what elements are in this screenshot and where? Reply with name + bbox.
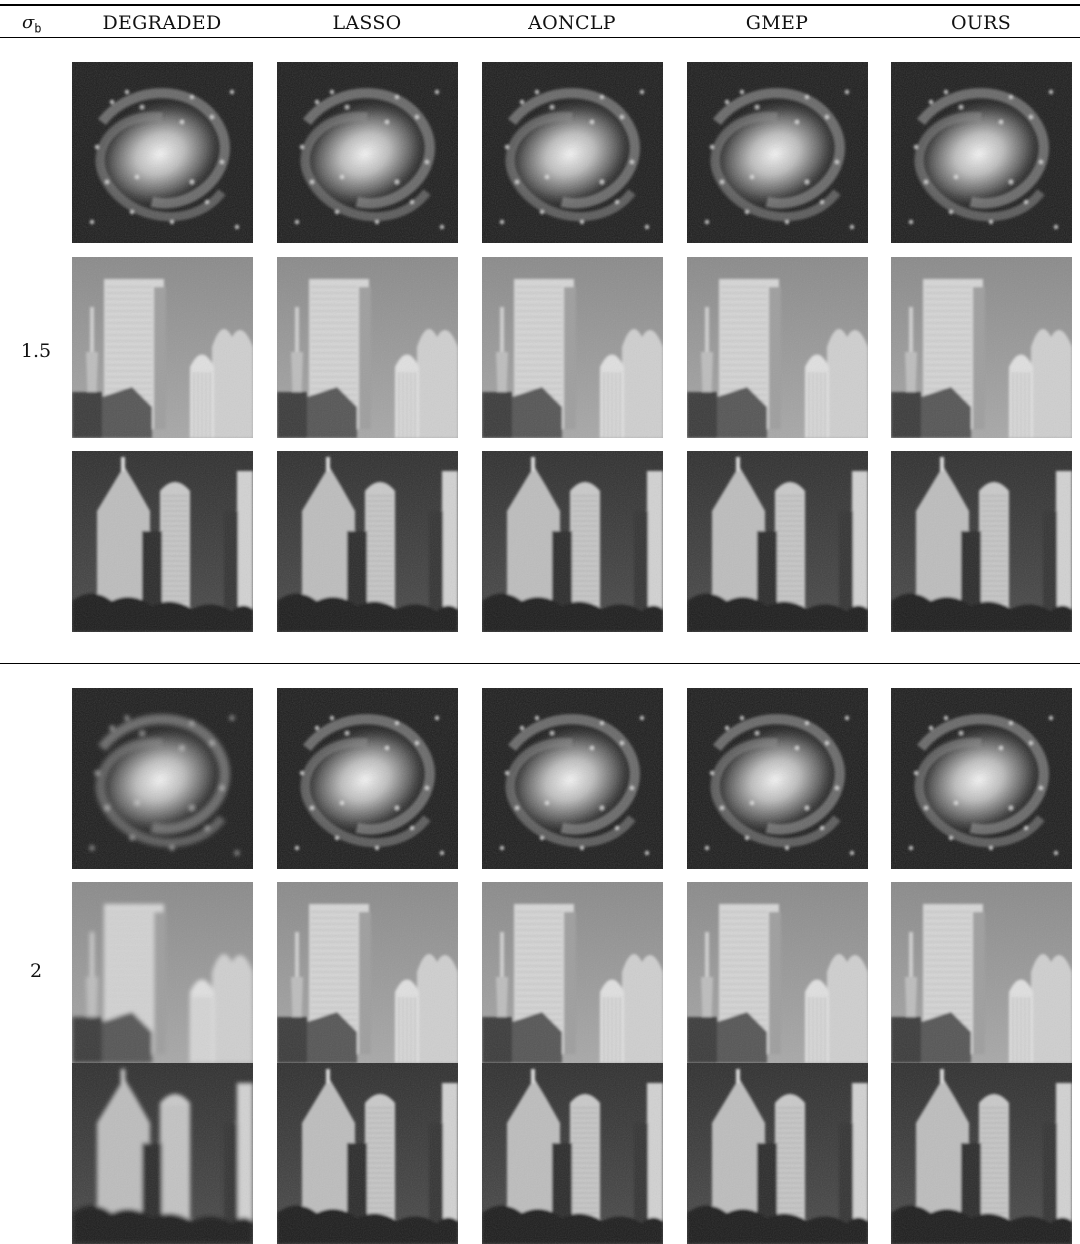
image-buildings-2-lasso-sigma-2 (277, 1063, 458, 1244)
image-buildings-2-degraded-sigma-2 (72, 1063, 253, 1244)
image-galaxy-gmep-sigma-2 (687, 688, 868, 869)
image-galaxy-gmep-sigma-1_5 (687, 62, 868, 243)
image-buildings-2-gmep-sigma-2 (687, 1063, 868, 1244)
group-divider-rule (0, 663, 1080, 664)
image-buildings-1-aonclp-sigma-1_5 (482, 257, 663, 438)
image-buildings-1-lasso-sigma-1_5 (277, 257, 458, 438)
col-header-degraded: DEGRADED (102, 12, 222, 34)
image-buildings-1-gmep-sigma-2 (687, 882, 868, 1063)
image-buildings-1-degraded-sigma-2 (72, 882, 253, 1063)
image-galaxy-aonclp-sigma-1_5 (482, 62, 663, 243)
image-galaxy-degraded-sigma-1_5 (72, 62, 253, 243)
col-header-lasso: LASSO (332, 12, 402, 34)
image-buildings-1-ours-sigma-2 (891, 882, 1072, 1063)
image-buildings-1-aonclp-sigma-2 (482, 882, 663, 1063)
image-galaxy-ours-sigma-1_5 (891, 62, 1072, 243)
image-galaxy-ours-sigma-2 (891, 688, 1072, 869)
col-header-gmep: GMEP (745, 12, 809, 34)
image-galaxy-lasso-sigma-1_5 (277, 62, 458, 243)
image-buildings-1-gmep-sigma-1_5 (687, 257, 868, 438)
sigma-b-header: σb (22, 12, 42, 36)
top-rule (0, 4, 1080, 6)
sigma-value-group-2: 2 (29, 960, 43, 982)
col-header-aonclp: AONCLP (528, 12, 616, 34)
image-galaxy-degraded-sigma-2 (72, 688, 253, 869)
image-buildings-2-lasso-sigma-1_5 (277, 451, 458, 632)
image-buildings-1-lasso-sigma-2 (277, 882, 458, 1063)
col-header-ours: OURS (950, 12, 1012, 34)
header-rule (0, 37, 1080, 38)
image-buildings-2-aonclp-sigma-1_5 (482, 451, 663, 632)
image-buildings-1-ours-sigma-1_5 (891, 257, 1072, 438)
sigma-value-group-1: 1.5 (20, 340, 52, 362)
image-buildings-2-gmep-sigma-1_5 (687, 451, 868, 632)
image-buildings-2-ours-sigma-2 (891, 1063, 1072, 1244)
image-buildings-2-degraded-sigma-1_5 (72, 451, 253, 632)
image-buildings-2-aonclp-sigma-2 (482, 1063, 663, 1244)
image-galaxy-lasso-sigma-2 (277, 688, 458, 869)
image-buildings-2-ours-sigma-1_5 (891, 451, 1072, 632)
image-galaxy-aonclp-sigma-2 (482, 688, 663, 869)
image-buildings-1-degraded-sigma-1_5 (72, 257, 253, 438)
